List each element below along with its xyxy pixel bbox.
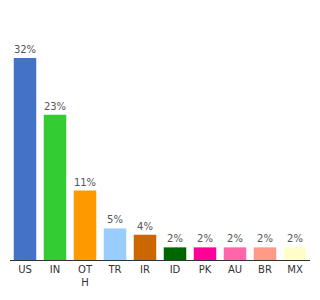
svg-text:5%: 5%: [107, 214, 123, 225]
svg-text:ID: ID: [170, 264, 181, 275]
svg-text:4%: 4%: [137, 221, 153, 232]
svg-text:PK: PK: [199, 264, 212, 275]
svg-text:2%: 2%: [257, 233, 273, 244]
svg-text:2%: 2%: [197, 233, 213, 244]
svg-text:IN: IN: [50, 264, 60, 275]
svg-text:MX: MX: [287, 264, 303, 275]
svg-text:IR: IR: [140, 264, 150, 275]
svg-text:2%: 2%: [167, 233, 183, 244]
svg-text:2%: 2%: [227, 233, 243, 244]
svg-text:2%: 2%: [287, 233, 303, 244]
svg-text:US: US: [18, 264, 32, 275]
svg-text:11%: 11%: [74, 177, 96, 188]
svg-text:BR: BR: [258, 264, 272, 275]
svg-text:TR: TR: [107, 264, 121, 275]
svg-text:32%: 32%: [14, 44, 36, 55]
svg-text:AU: AU: [228, 264, 242, 275]
svg-text:23%: 23%: [44, 101, 66, 112]
svg-text:OTH: OTH: [78, 264, 93, 288]
